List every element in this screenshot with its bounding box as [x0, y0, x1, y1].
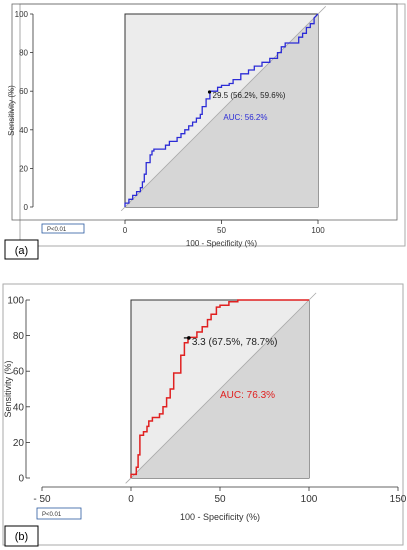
panel-a-auc-label: AUC: 56.2%	[223, 113, 267, 122]
panel-b-ytick-label: 20	[13, 438, 25, 449]
panel-b-cutoff-label: 3.3 (67.5%, 78.7%)	[192, 337, 278, 348]
panel-a-label-box	[4, 239, 39, 260]
panel-a-cutoff-label: 29.5 (56.2%, 59.6%)	[213, 91, 286, 100]
panel-a-ytick-label: 0	[24, 203, 29, 212]
panel-b-auc-label: AUC: 76.3%	[220, 390, 275, 401]
panel-b-reference-line	[125, 292, 317, 484]
panel-b-xlabel: 100 - Specificity (%)	[180, 512, 260, 522]
panel-b-ytick-label: 60	[13, 367, 25, 378]
panel-b-xtick-label: 0	[128, 494, 134, 505]
panel-a-ytick-label: 100	[15, 10, 29, 19]
panel-a-reference-line	[120, 5, 327, 212]
panel-a-roc-curve	[124, 13, 319, 207]
panel-a-ytick-label: 60	[19, 87, 28, 96]
panel-b-ylabel: Sensitivity (%)	[3, 360, 13, 417]
panel-b-xtick-label: 100	[301, 494, 318, 505]
panel-a-ytick-label: 40	[19, 126, 28, 135]
panel-b-xtick-label: 150	[390, 494, 407, 505]
panel-a-ytick-label: 20	[19, 164, 28, 173]
panel-b-xtick-label: 50	[214, 494, 226, 505]
panel-a-ylabel: Sensitivity (%)	[7, 85, 16, 136]
panel-a-xtick-label: 100	[311, 226, 325, 235]
panel-b-label-box	[4, 525, 39, 547]
panel-b-label: (b)	[15, 531, 28, 543]
panel-a-p-label: P<0.01	[47, 227, 67, 233]
panel-b-ytick-label: 40	[13, 402, 25, 413]
panel-a-ytick-label: 80	[19, 49, 28, 58]
panel-b-xtick-label: - 50	[33, 494, 51, 505]
panel-b-frame	[2, 283, 404, 546]
panel-b-ytick-label: 80	[13, 331, 25, 342]
panel-b-ytick-label: 100	[7, 296, 24, 307]
panel-a-xtick-label: 0	[123, 226, 128, 235]
panel-b-p-box	[36, 507, 82, 520]
panel-b: 0 20 40 60 80 100 Sensitivity (%) - 50 0 50 100 150…	[2, 283, 407, 547]
panel-a-label: (a)	[15, 245, 28, 257]
panel-b-roc-curve	[130, 299, 309, 478]
panel-a: 0 20 40 60 80 100 0 50 100 100 - Specificity (%) S…	[4, 3, 406, 260]
panel-b-cutoff-point	[187, 336, 191, 340]
panel-a-xtick-label: 50	[217, 226, 226, 235]
panel-a-xlabel: 100 - Specificity (%)	[186, 239, 257, 248]
panel-b-ytick-label: 0	[18, 474, 24, 485]
panel-b-p-label: P<0.01	[42, 512, 62, 518]
panel-a-p-box	[41, 223, 85, 234]
panel-a-cutoff-point	[207, 90, 212, 94]
